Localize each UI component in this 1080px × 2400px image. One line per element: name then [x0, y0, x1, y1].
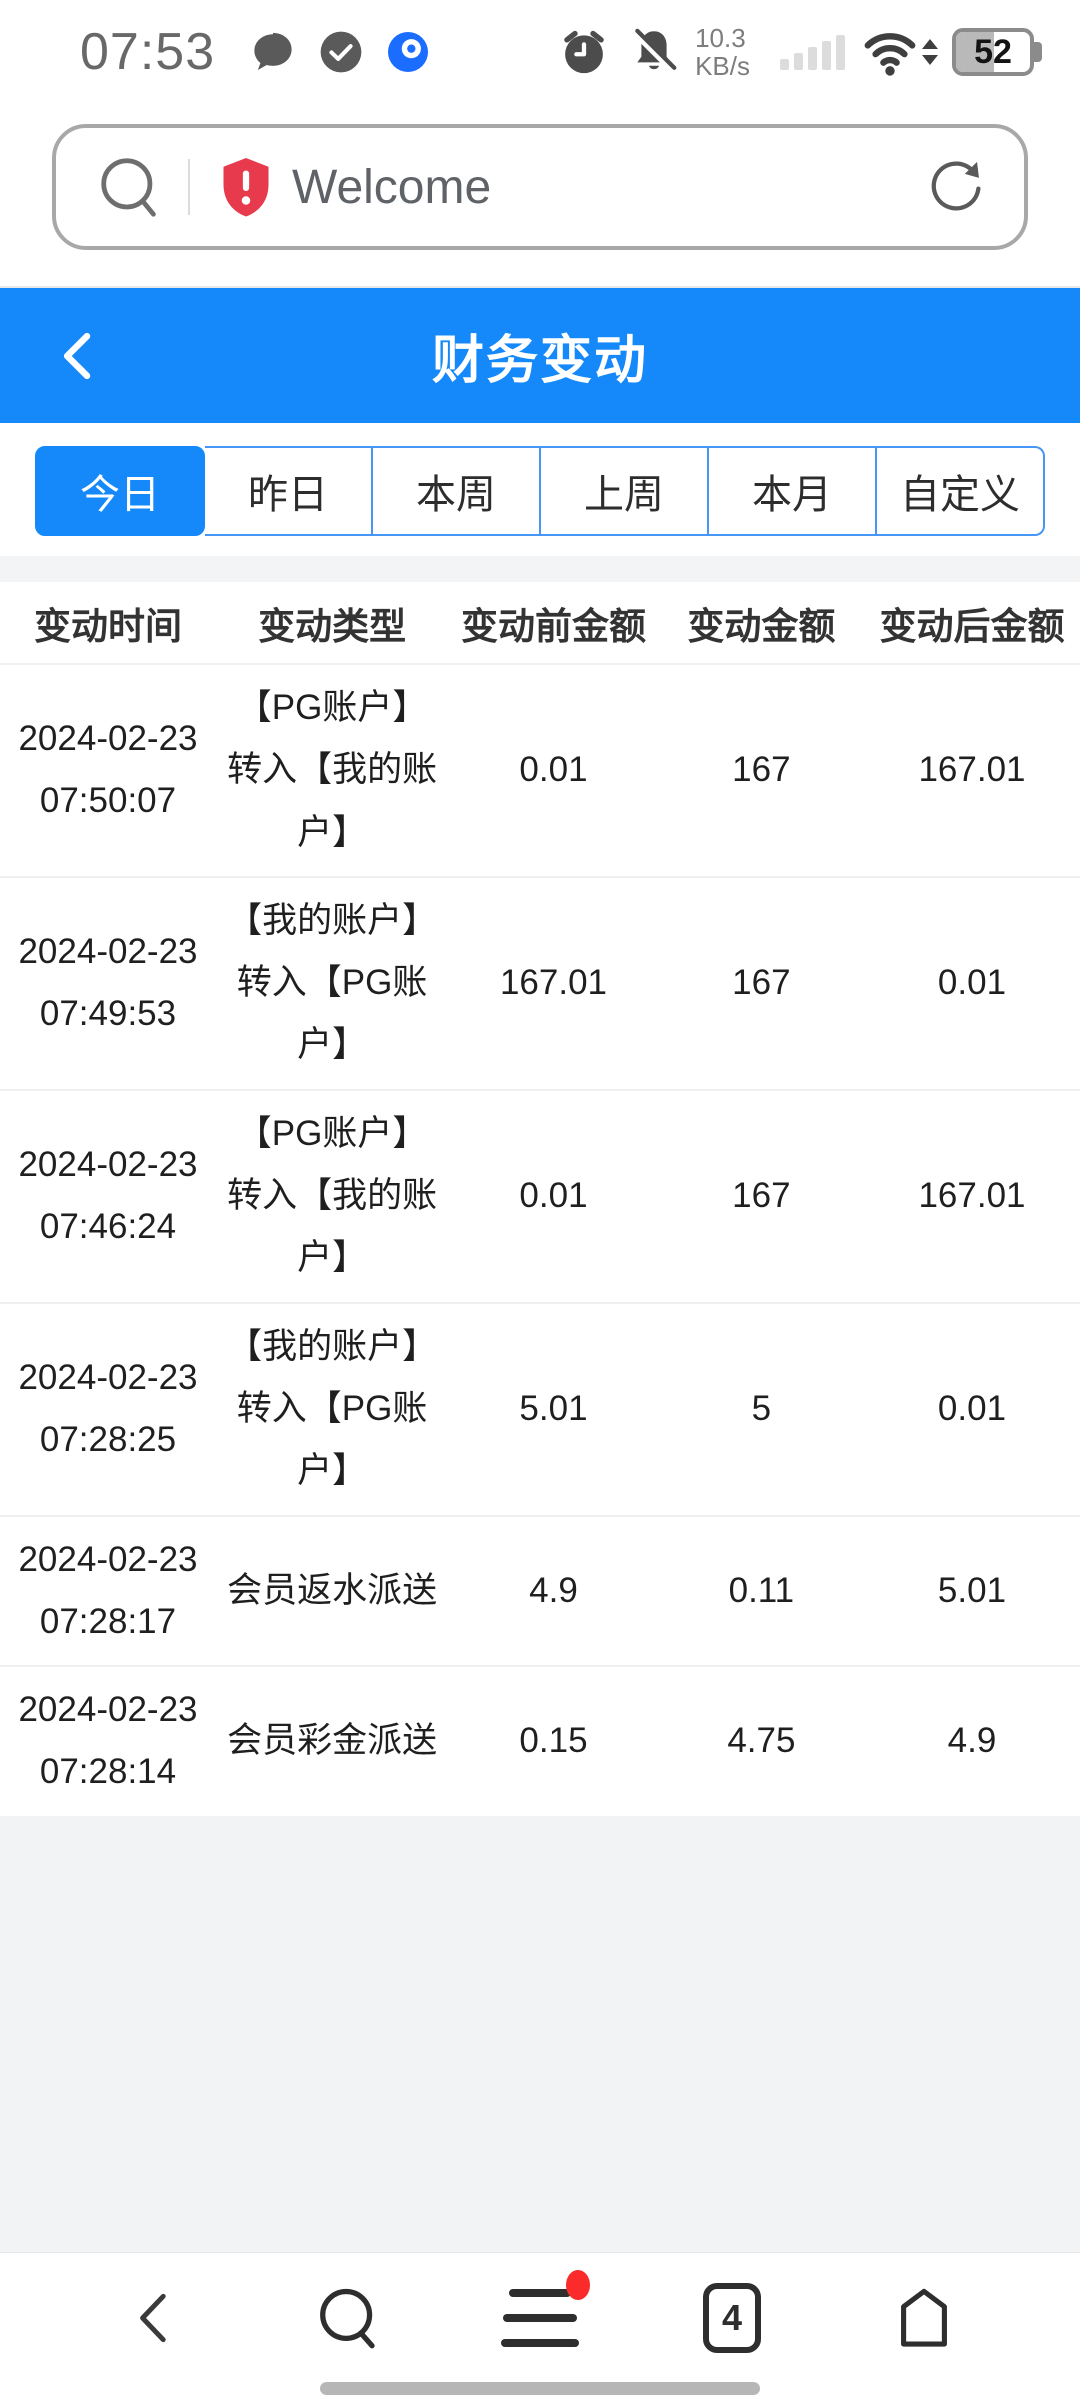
wifi-icon: [861, 26, 938, 78]
divider: [188, 159, 190, 215]
cell-before: 0.15: [448, 1665, 659, 1816]
cell-amount: 167: [658, 1088, 864, 1303]
menu-badge: [566, 2269, 590, 2300]
cell-after: 167.01: [863, 1088, 1080, 1303]
status-time: 07:53: [80, 23, 216, 81]
cell-amount: 167: [658, 663, 864, 877]
cell-before: 0.01: [448, 663, 659, 877]
cell-after: 0.01: [863, 875, 1080, 1090]
bell-muted-icon: [627, 25, 681, 79]
browser-address-bar[interactable]: Welcome: [52, 124, 1028, 250]
battery-indicator: 52: [952, 28, 1042, 76]
cell-before: 0.01: [448, 1088, 659, 1303]
cell-type: 【我的账户】转入【PG账户】: [216, 1301, 449, 1516]
table-row: 2024-02-23 07:49:53 【我的账户】转入【PG账户】 167.0…: [0, 875, 1080, 1090]
cell-type: 【PG账户】转入【我的账户】: [216, 1088, 449, 1303]
signal-bars-icon: [780, 34, 845, 70]
tab-this-week[interactable]: 本周: [373, 446, 541, 536]
cell-time: 2024-02-23 07:28:14: [0, 1665, 216, 1816]
tab-today[interactable]: 今日: [35, 446, 205, 536]
cell-type: 会员彩金派送: [216, 1665, 449, 1816]
battery-percent: 52: [974, 32, 1012, 71]
col-amount-before: 变动前金额: [460, 605, 646, 647]
tab-custom[interactable]: 自定义: [877, 446, 1045, 536]
cell-type: 【我的账户】转入【PG账户】: [216, 875, 449, 1090]
app-header: 财务变动: [0, 288, 1080, 423]
cell-time: 2024-02-23 07:28:25: [0, 1301, 216, 1516]
cell-before: 167.01: [448, 875, 659, 1090]
table-row: 2024-02-23 07:28:17 会员返水派送 4.9 0.11 5.01: [0, 1514, 1080, 1667]
menu-icon: [501, 2288, 579, 2347]
cell-amount: 0.11: [658, 1514, 864, 1667]
back-button[interactable]: [38, 288, 122, 423]
tab-last-week[interactable]: 上周: [541, 446, 709, 536]
tab-this-month[interactable]: 本月: [709, 446, 877, 536]
wifi-traffic-arrows-icon: [922, 39, 938, 65]
table-row: 2024-02-23 07:28:25 【我的账户】转入【PG账户】 5.01 …: [0, 1301, 1080, 1516]
status-bar: 07:53 10.3 KB/s 52: [0, 0, 1080, 90]
network-speed: 10.3 KB/s: [695, 24, 750, 80]
date-range-tabs: 今日 昨日 本周 上周 本月 自定义: [35, 446, 1045, 536]
page-title: 财务变动: [431, 332, 648, 390]
cell-after: 5.01: [863, 1514, 1080, 1667]
nav-back-button[interactable]: [96, 2268, 216, 2368]
cell-time: 2024-02-23 07:49:53: [0, 875, 216, 1090]
cell-after: 0.01: [863, 1301, 1080, 1516]
section-divider: [0, 556, 1080, 582]
site-security-alert-icon[interactable]: [216, 153, 276, 221]
cell-time: 2024-02-23 07:50:07: [0, 663, 216, 877]
cell-amount: 5: [658, 1301, 864, 1516]
cell-before: 5.01: [448, 1301, 659, 1516]
table-row: 2024-02-23 07:46:24 【PG账户】转入【我的账户】 0.01 …: [0, 1088, 1080, 1303]
cell-time: 2024-02-23 07:46:24: [0, 1088, 216, 1303]
transactions-table: 变动时间 变动类型 变动前金额 变动金额 变动后金额 2024-02-23 07…: [0, 582, 1080, 1816]
check-circle-icon: [315, 26, 367, 78]
assistant-badge-icon: [383, 27, 433, 77]
network-speed-unit: KB/s: [695, 51, 750, 81]
table-row: 2024-02-23 07:28:14 会员彩金派送 0.15 4.75 4.9: [0, 1665, 1080, 1816]
cell-type: 会员返水派送: [216, 1514, 449, 1667]
col-change-type: 变动类型: [258, 605, 407, 647]
col-change-time: 变动时间: [34, 605, 182, 647]
cell-amount: 4.75: [658, 1665, 864, 1816]
status-bar-right: 10.3 KB/s 52: [549, 24, 1042, 80]
status-bar-left: 07:53: [80, 22, 441, 82]
bottom-nav: 4: [0, 2252, 1080, 2400]
cell-time: 2024-02-23 07:28:17: [0, 1514, 216, 1667]
nav-home-button[interactable]: [864, 2268, 984, 2368]
refresh-icon[interactable]: [924, 155, 988, 219]
nav-menu-button[interactable]: [480, 2268, 600, 2368]
nav-tabs-button[interactable]: 4: [672, 2268, 792, 2368]
content-filler: [0, 1815, 1080, 2252]
cell-after: 167.01: [863, 663, 1080, 877]
tab-count: 4: [703, 2282, 761, 2353]
message-icon: [247, 26, 299, 78]
cell-after: 4.9: [863, 1665, 1080, 1816]
site-label: Welcome: [292, 160, 492, 214]
cell-type: 【PG账户】转入【我的账户】: [216, 663, 449, 877]
col-amount-after: 变动后金额: [879, 605, 1065, 647]
alarm-icon: [557, 25, 611, 79]
network-speed-value: 10.3: [695, 22, 746, 53]
col-change-amount: 变动金额: [687, 605, 836, 647]
cell-amount: 167: [658, 875, 864, 1090]
gesture-bar[interactable]: [320, 2382, 760, 2395]
table-row: 2024-02-23 07:50:07 【PG账户】转入【我的账户】 0.01 …: [0, 663, 1080, 877]
table-header-row: 变动时间 变动类型 变动前金额 变动金额 变动后金额: [0, 582, 1080, 664]
browser-toolbar: Welcome: [0, 90, 1080, 288]
cell-before: 4.9: [448, 1514, 659, 1667]
nav-search-button[interactable]: [288, 2268, 408, 2368]
search-icon: [92, 149, 168, 225]
tab-yesterday[interactable]: 昨日: [205, 446, 373, 536]
